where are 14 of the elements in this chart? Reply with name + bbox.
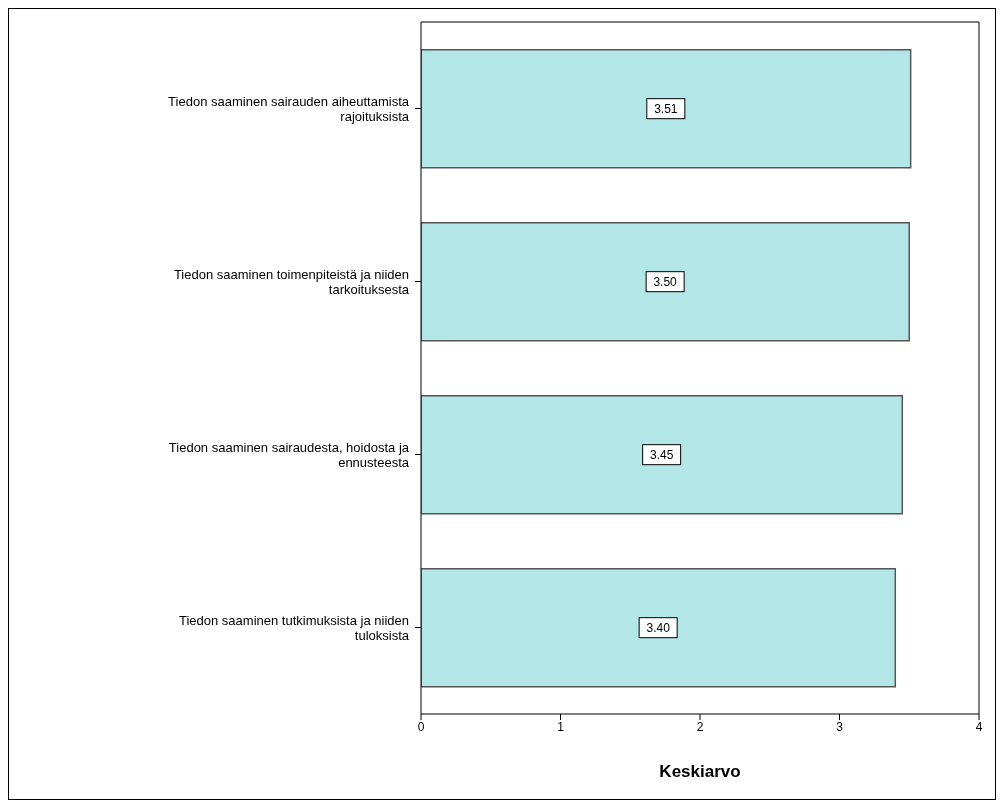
y-tick-label: Tiedon saaminen sairaudesta, hoidosta ja ennusteesta [168, 440, 410, 470]
data-label: 3.51 [654, 102, 678, 117]
x-tick-label: 3 [836, 719, 844, 734]
data-label: 3.50 [653, 275, 678, 290]
y-tick-label: Tiedon saaminen sairauden aiheuttamista rajoituksista [168, 94, 410, 124]
x-tick-label: 2 [696, 719, 704, 734]
x-tick-label: 1 [557, 719, 565, 734]
y-tick-label: Tiedon saaminen toimenpiteistä ja niiden tarkoituksesta [173, 267, 410, 297]
x-tick-label: 4 [975, 719, 983, 734]
x-axis-title: Keskiarvo [659, 762, 741, 781]
data-label: 3.45 [649, 448, 674, 463]
y-tick-label: Tiedon saaminen tutkimuksista ja niiden tuloksista [178, 613, 410, 643]
x-tick-label: 0 [417, 719, 425, 734]
data-label: 3.40 [646, 621, 671, 636]
